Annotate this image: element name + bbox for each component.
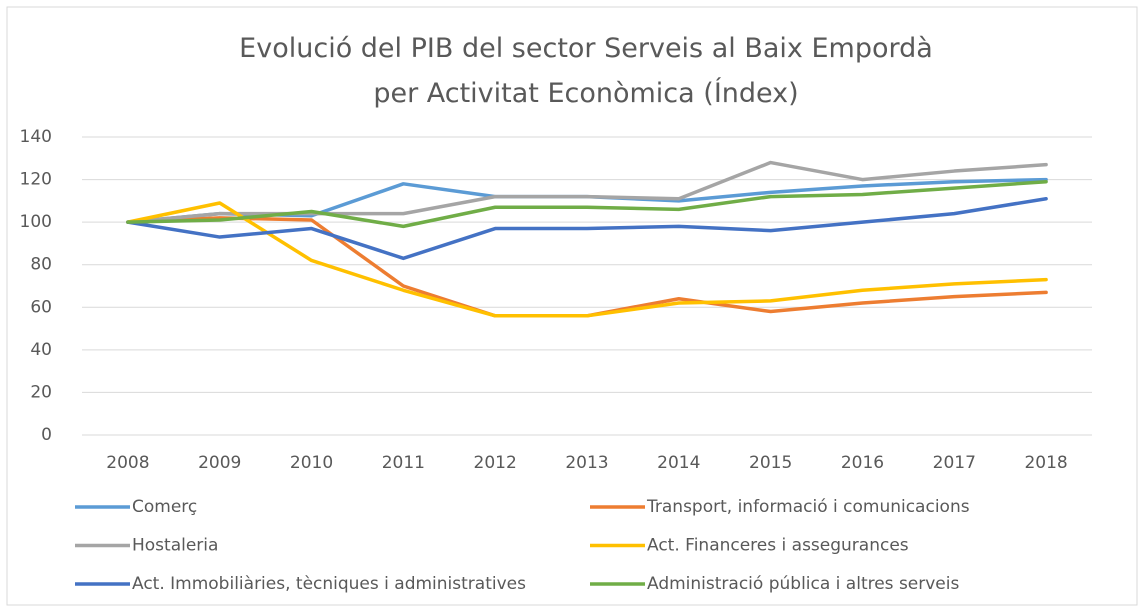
x-tick-label: 2010 <box>290 453 333 473</box>
legend-label: Comerç <box>132 497 197 517</box>
series-line <box>126 201 1048 318</box>
x-tick-label: 2012 <box>474 453 517 473</box>
y-tick-label: 60 <box>30 297 52 317</box>
chart-border <box>6 6 1138 606</box>
x-tick-label: 2013 <box>565 453 608 473</box>
y-tick-label: 120 <box>20 170 52 190</box>
legend-label: Hostaleria <box>132 536 218 556</box>
y-tick-label: 40 <box>30 340 52 360</box>
series-line <box>126 179 1048 229</box>
y-tick-label: 20 <box>30 382 52 402</box>
x-tick-label: 2015 <box>749 453 792 473</box>
x-tick-label: 2017 <box>933 453 976 473</box>
y-tick-label: 100 <box>20 212 52 232</box>
chart-title: Evolució del PIB del sector Serveis al B… <box>239 33 933 109</box>
series-line <box>126 196 1048 261</box>
legend-label: Act. Immobiliàries, tècniques i administ… <box>132 574 526 594</box>
legend-label: Act. Financeres i assegurances <box>647 536 909 556</box>
legend-label: Transport, informació i comunicacions <box>646 497 970 517</box>
x-tick-label: 2016 <box>841 453 884 473</box>
y-tick-label: 80 <box>30 255 52 275</box>
x-tick-label: 2008 <box>106 453 149 473</box>
y-tick-label: 0 <box>41 425 52 445</box>
y-tick-label: 140 <box>20 127 52 147</box>
x-tick-label: 2009 <box>198 453 241 473</box>
x-tick-label: 2014 <box>657 453 700 473</box>
x-tick-label: 2011 <box>382 453 425 473</box>
legend-label: Administració pública i altres serveis <box>647 574 959 594</box>
x-tick-label: 2018 <box>1024 453 1067 473</box>
